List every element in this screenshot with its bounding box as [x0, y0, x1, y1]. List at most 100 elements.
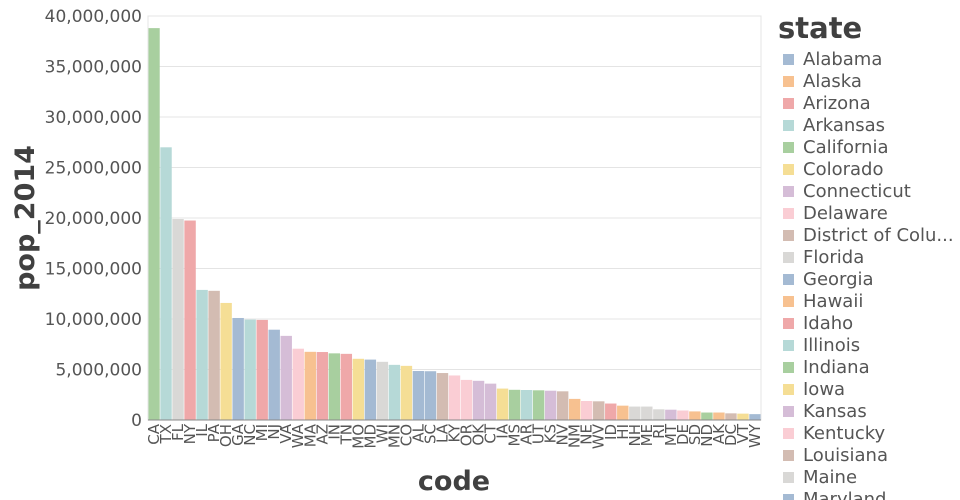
y-tick-label: 5,000,000 — [55, 361, 142, 381]
bar-ok[interactable] — [472, 380, 485, 420]
legend-swatch — [783, 296, 794, 307]
legend-swatch — [783, 472, 794, 483]
legend: state AlabamaAlaskaArizonaArkansasCalifo… — [778, 11, 954, 500]
x-tick-label: MS — [506, 424, 524, 446]
bar-ky[interactable] — [448, 375, 461, 420]
bar-ma[interactable] — [304, 351, 316, 420]
bar-vt[interactable] — [737, 413, 749, 420]
bar-wa[interactable] — [292, 348, 304, 420]
bar-wy[interactable] — [749, 414, 761, 420]
legend-label: Iowa — [803, 379, 845, 400]
bar-or[interactable] — [460, 379, 473, 420]
x-tick-label: NC — [241, 424, 259, 446]
x-tick-label: TN — [337, 424, 355, 445]
bar-oh[interactable] — [220, 302, 232, 420]
bar-fl[interactable] — [172, 219, 184, 420]
bar-nj[interactable] — [268, 329, 280, 420]
bar-ak[interactable] — [713, 412, 725, 420]
x-tick-label: DC — [722, 424, 740, 446]
x-tick-label: ID — [602, 424, 620, 440]
x-tick-label: NE — [578, 424, 596, 445]
bar-il[interactable] — [196, 289, 208, 420]
bar-ca[interactable] — [148, 28, 160, 421]
x-tick-label: RI — [650, 424, 668, 439]
y-axis: 0 5,000,000 10,000,000 15,000,000 20,000,000… — [45, 7, 142, 431]
legend-swatch — [783, 450, 794, 461]
x-tick-label: WA — [289, 423, 307, 448]
bar-ia[interactable] — [496, 388, 509, 420]
legend-title: state — [778, 11, 862, 45]
bar-ny[interactable] — [184, 220, 196, 420]
bar-nc[interactable] — [244, 319, 256, 420]
bar-ri[interactable] — [653, 409, 665, 420]
x-tick-label: NJ — [265, 424, 283, 440]
bar-id[interactable] — [605, 403, 617, 420]
legend-label: Georgia — [803, 269, 874, 290]
bar-me[interactable] — [641, 406, 653, 420]
bar-sc[interactable] — [424, 371, 437, 420]
bar-va[interactable] — [280, 335, 292, 420]
x-tick-label: WV — [590, 423, 608, 449]
bar-mn[interactable] — [388, 364, 401, 420]
bar-nm[interactable] — [568, 398, 581, 420]
bar-ct[interactable] — [484, 383, 497, 420]
bar-wi[interactable] — [376, 361, 389, 420]
legend-label: Alaska — [803, 71, 862, 92]
bar-in[interactable] — [328, 353, 341, 420]
y-tick-label: 10,000,000 — [45, 310, 142, 330]
y-tick-label: 15,000,000 — [45, 260, 142, 280]
bar-la[interactable] — [436, 373, 449, 420]
legend-label: Kansas — [803, 401, 867, 422]
bar-al[interactable] — [412, 371, 425, 420]
x-tick-label: WI — [373, 424, 391, 443]
bar-md[interactable] — [364, 359, 377, 420]
y-tick-label: 35,000,000 — [45, 58, 142, 78]
legend-label: Colorado — [803, 159, 883, 180]
bar-mo[interactable] — [352, 358, 365, 420]
legend-label: California — [803, 137, 888, 158]
legend-label: Alabama — [803, 49, 882, 70]
x-tick-label: CT — [482, 423, 500, 443]
bar-ks[interactable] — [544, 390, 557, 420]
bar-nh[interactable] — [629, 406, 641, 420]
legend-swatch — [783, 76, 794, 87]
bar-sd[interactable] — [689, 411, 701, 420]
bar-ar[interactable] — [520, 390, 533, 420]
legend-swatch — [783, 428, 794, 439]
bar-ne[interactable] — [581, 401, 593, 420]
y-tick-label: 20,000,000 — [45, 209, 142, 229]
bar-tn[interactable] — [340, 353, 353, 420]
bar-tx[interactable] — [160, 147, 172, 421]
bar-de[interactable] — [677, 410, 689, 420]
bar-ga[interactable] — [232, 317, 244, 420]
bar-mt[interactable] — [665, 409, 677, 420]
bar-pa[interactable] — [208, 290, 220, 420]
bar-dc[interactable] — [725, 413, 737, 420]
y-tick-label: 0 — [131, 411, 142, 431]
bar-ut[interactable] — [532, 390, 545, 420]
x-tick-label: VT — [734, 423, 752, 443]
legend-label: Maine — [803, 467, 857, 488]
bar-az[interactable] — [316, 352, 328, 420]
plot-frame — [147, 15, 762, 421]
x-tick-label: AL — [409, 423, 427, 442]
x-tick-label: OH — [217, 424, 235, 447]
legend-swatch — [783, 120, 794, 131]
bar-ms[interactable] — [508, 389, 521, 420]
x-tick-label: CA — [145, 423, 163, 444]
legend-label: Arkansas — [803, 115, 885, 136]
x-tick-label: ND — [698, 424, 716, 447]
bar-mi[interactable] — [256, 319, 268, 420]
bar-nv[interactable] — [556, 391, 569, 420]
bar-nd[interactable] — [701, 412, 713, 420]
x-tick-label: WY — [746, 423, 764, 448]
bars — [148, 28, 761, 421]
x-tick-label: UT — [530, 423, 548, 444]
x-tick-label: MO — [349, 424, 367, 449]
x-tick-label: MN — [385, 424, 403, 448]
bar-wv[interactable] — [593, 401, 605, 420]
x-tick-label: CO — [397, 424, 415, 446]
bar-co[interactable] — [400, 365, 413, 420]
bar-hi[interactable] — [617, 405, 629, 420]
x-tick-label: MT — [662, 423, 680, 446]
